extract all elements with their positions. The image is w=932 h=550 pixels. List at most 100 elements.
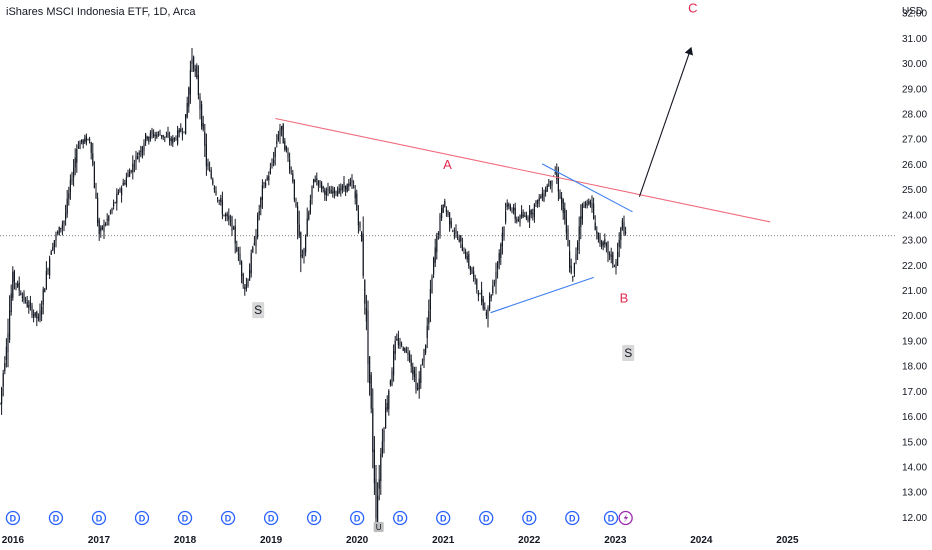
- dividend-label: D: [10, 514, 17, 524]
- candle-body: [111, 208, 113, 212]
- candle-body: [189, 70, 191, 95]
- candle-body: [0, 403, 1, 404]
- candle-body: [367, 310, 369, 364]
- candle-body: [401, 344, 403, 346]
- candle-body: [101, 225, 103, 230]
- wave-label-b: B: [620, 291, 629, 306]
- candle-body: [527, 217, 529, 221]
- candle-body: [373, 449, 375, 484]
- candle-body: [508, 204, 510, 207]
- split-badges: SS: [252, 302, 635, 362]
- candle-body: [245, 283, 247, 289]
- candle-body: [178, 129, 180, 133]
- candle-body: [23, 293, 25, 301]
- earnings-marker[interactable]: [618, 510, 633, 526]
- candle-body: [559, 192, 561, 199]
- trendline-triangle-upper[interactable]: [541, 163, 633, 213]
- candle-body: [573, 263, 575, 274]
- trendline-resistance[interactable]: [275, 117, 771, 223]
- y-axis[interactable]: 12.00 13.00 14.00 15.00 16.00 17.00 18.00 19.00…: [902, 9, 927, 524]
- candle-body: [473, 271, 475, 277]
- candle-body: [332, 191, 334, 194]
- dividend-label: D: [53, 514, 60, 524]
- dividend-icon: [306, 510, 322, 526]
- candle-body: [167, 132, 169, 137]
- y-tick-label: 29.00: [902, 84, 927, 95]
- y-tick-label: 16.00: [902, 412, 927, 423]
- dividend-marker[interactable]: D: [565, 510, 580, 526]
- candle-body: [114, 202, 116, 204]
- candle-body: [313, 179, 315, 184]
- candle-body: [153, 134, 155, 137]
- dividend-marker[interactable]: D: [306, 510, 322, 526]
- dividend-marker[interactable]: D: [91, 510, 107, 526]
- candle-body: [249, 269, 251, 281]
- split-event-marker[interactable]: U: [373, 522, 384, 532]
- candle-body: [79, 142, 81, 149]
- candle-body: [330, 189, 332, 194]
- trendline-triangle-lower[interactable]: [490, 276, 594, 314]
- candle-body: [413, 370, 415, 377]
- candle-body: [434, 247, 436, 263]
- candle-body: [109, 211, 111, 213]
- y-tick-label: 31.00: [902, 34, 927, 45]
- dividend-marker[interactable]: D: [177, 510, 193, 526]
- trendlines[interactable]: [275, 46, 771, 314]
- dividend-marker[interactable]: D: [393, 510, 408, 526]
- candle-body: [148, 137, 150, 142]
- dividend-marker[interactable]: D: [48, 510, 64, 526]
- dividend-marker[interactable]: D: [5, 510, 21, 526]
- dividend-marker[interactable]: D: [263, 510, 279, 526]
- candle-body: [452, 230, 454, 232]
- candle-body: [250, 253, 252, 274]
- dividend-marker[interactable]: D: [522, 510, 537, 526]
- dividend-marker[interactable]: D: [134, 510, 150, 526]
- candle-body: [369, 356, 371, 384]
- candle-body: [457, 237, 459, 239]
- candle-body: [45, 270, 47, 289]
- candle-body: [372, 408, 374, 453]
- y-tick-label: 30.00: [902, 59, 927, 70]
- candle-body: [281, 126, 283, 130]
- candle-body: [133, 165, 135, 167]
- dividend-icon: [263, 510, 279, 526]
- candle-body: [220, 197, 222, 202]
- candle-body: [228, 215, 230, 220]
- dividend-marker[interactable]: D: [349, 510, 365, 526]
- dividend-marker[interactable]: D: [603, 510, 619, 526]
- candle-body: [65, 213, 67, 220]
- dividend-marker[interactable]: D: [220, 510, 236, 526]
- candle-body: [521, 211, 523, 218]
- candle-body: [364, 279, 366, 304]
- candle-body: [196, 65, 198, 78]
- trendline-projection-arrow[interactable]: [638, 46, 694, 197]
- split-badge-label: S: [254, 303, 262, 317]
- candle-body: [125, 177, 127, 186]
- dividend-marker[interactable]: D: [479, 510, 494, 526]
- candle-body: [213, 187, 215, 190]
- candle-body: [103, 223, 105, 232]
- candle-body: [479, 293, 481, 295]
- x-tick-label: 2016: [2, 535, 25, 546]
- dividend-icon: [349, 510, 365, 526]
- candle-body: [348, 183, 350, 187]
- candle-body: [565, 218, 567, 233]
- dividend-marker[interactable]: D: [436, 510, 451, 526]
- candle-body: [17, 283, 19, 287]
- x-axis[interactable]: 2016 2017 2018 2019 2020 2021 2022 2023 2024 2025: [2, 535, 799, 546]
- split-badge-bg: [252, 302, 265, 319]
- candle-body: [122, 182, 124, 186]
- candle-body: [165, 136, 167, 138]
- candle-body: [89, 139, 91, 141]
- candle-body: [273, 159, 275, 164]
- candle-body: [263, 182, 265, 185]
- candle-body: [607, 241, 609, 255]
- candle-body: [388, 390, 390, 410]
- event-markers[interactable]: D D D D D D D D D D D D D D DU: [5, 510, 633, 533]
- candle-body: [591, 203, 593, 209]
- candle-body: [498, 253, 500, 263]
- candle-body: [370, 374, 372, 409]
- candle-body: [471, 268, 473, 275]
- candle-body: [257, 214, 259, 238]
